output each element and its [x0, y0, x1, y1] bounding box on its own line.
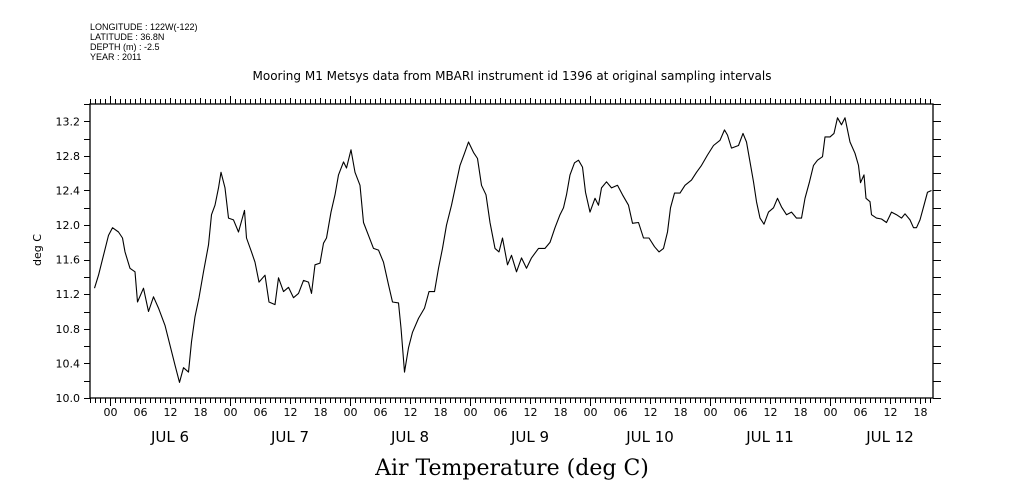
y-tick-label: 11.2: [56, 288, 81, 301]
metadata-block: LONGITUDE : 122W(-122) LATITUDE : 36.8N …: [90, 22, 198, 62]
x-day-label: JUL 7: [270, 428, 309, 446]
x-tick-label: 18: [554, 406, 568, 419]
x-tick-label: 06: [254, 406, 268, 419]
x-day-label: JUL 9: [510, 428, 549, 446]
x-tick-label: 12: [164, 406, 178, 419]
x-tick-label: 18: [314, 406, 328, 419]
x-tick-label: 12: [884, 406, 898, 419]
y-tick-label: 10.8: [56, 323, 81, 336]
x-day-label: JUL 6: [150, 428, 189, 446]
y-tick-label: 13.2: [56, 115, 81, 128]
x-tick-label: 00: [224, 406, 238, 419]
x-axis-title: Air Temperature (deg C): [374, 456, 649, 481]
x-day-label: JUL 8: [390, 428, 429, 446]
series-line-air-temperature: [93, 117, 932, 383]
x-tick-label: 12: [644, 406, 658, 419]
plot-frame: [89, 103, 934, 399]
x-tick-label: 00: [104, 406, 118, 419]
x-tick-label: 12: [404, 406, 418, 419]
depth-label: DEPTH (m) : -2.5: [90, 42, 160, 52]
y-axis-label: deg C: [31, 234, 44, 266]
longitude-label: LONGITUDE : 122W(-122): [90, 22, 198, 32]
x-tick-label: 18: [194, 406, 208, 419]
x-tick-label: 00: [464, 406, 478, 419]
x-day-label: JUL 11: [745, 428, 794, 446]
y-tick-label: 12.0: [56, 219, 81, 232]
x-tick-label: 00: [704, 406, 718, 419]
x-tick-label: 00: [824, 406, 838, 419]
x-tick-label: 00: [344, 406, 358, 419]
x-tick-label: 18: [914, 406, 928, 419]
x-tick-label: 06: [734, 406, 748, 419]
x-tick-label: 12: [764, 406, 778, 419]
y-tick-label: 12.4: [56, 184, 81, 197]
x-day-label: JUL 10: [625, 428, 674, 446]
year-label: YEAR : 2011: [90, 52, 141, 62]
x-tick-label: 06: [374, 406, 388, 419]
x-tick-label: 00: [584, 406, 598, 419]
x-tick-label: 06: [614, 406, 628, 419]
x-tick-label: 06: [854, 406, 868, 419]
x-day-label: JUL 12: [865, 428, 914, 446]
x-tick-label: 06: [494, 406, 508, 419]
y-tick-label: 12.8: [56, 150, 81, 163]
x-tick-label: 18: [674, 406, 688, 419]
x-tick-label: 18: [434, 406, 448, 419]
x-tick-label: 12: [284, 406, 298, 419]
x-tick-label: 18: [794, 406, 808, 419]
latitude-label: LATITUDE : 36.8N: [90, 32, 164, 42]
x-tick-label: 12: [524, 406, 538, 419]
chart-title: Mooring M1 Metsys data from MBARI instru…: [253, 69, 772, 83]
x-tick-label: 06: [134, 406, 148, 419]
y-tick-label: 11.6: [56, 254, 81, 267]
y-tick-label: 10.0: [56, 392, 81, 405]
axes: 00 06 12 18 00 06 12 18 00 06 12 18 00 06 12 18 00 06 12 18…: [56, 96, 941, 446]
y-tick-label: 10.4: [56, 357, 81, 370]
